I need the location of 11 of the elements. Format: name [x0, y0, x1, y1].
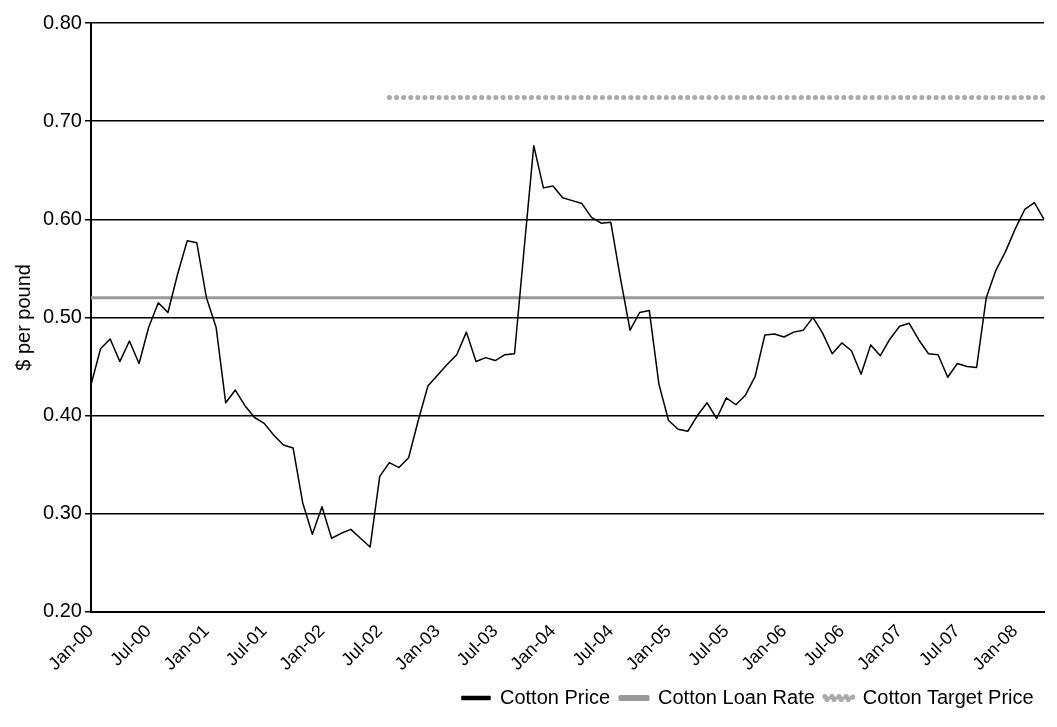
y-tick-label: 0.80	[42, 10, 82, 33]
legend-label: Cotton Price	[499, 685, 611, 708]
legend-label: Cotton Loan Rate	[658, 685, 815, 708]
y-tick-label: 0.50	[42, 304, 82, 327]
y-tick-label: 0.70	[42, 108, 82, 131]
legend-label: Cotton Target Price	[862, 685, 1034, 708]
y-tick-label: 0.40	[42, 403, 82, 426]
y-axis-title: $ per pound	[11, 264, 34, 371]
y-tick-label: 0.20	[42, 599, 82, 622]
y-tick-label: 0.30	[42, 501, 82, 524]
y-tick-label: 0.60	[42, 206, 82, 229]
